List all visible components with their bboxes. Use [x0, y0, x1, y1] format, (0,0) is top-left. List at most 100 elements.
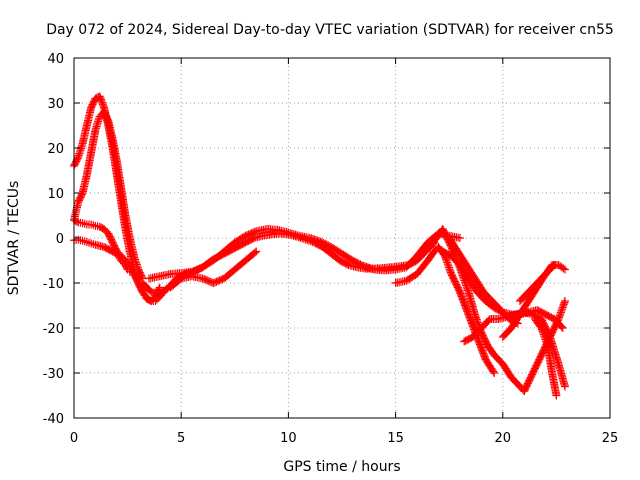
interpolated-point [488, 348, 497, 356]
interpolated-point [122, 264, 131, 272]
x-axis-label: GPS time / hours [283, 459, 400, 475]
interpolated-point [71, 216, 80, 225]
interpolated-point [238, 258, 247, 267]
interpolated-point [129, 250, 138, 259]
interpolated-point [76, 218, 85, 227]
interpolated-point [144, 295, 153, 304]
interpolated-point [469, 271, 478, 280]
x-tick-label: 25 [602, 431, 619, 446]
interpolated-point [547, 313, 556, 322]
interpolated-point [552, 389, 561, 398]
interpolated-point [465, 334, 474, 343]
interpolated-point [304, 233, 313, 242]
interpolated-point [356, 260, 365, 269]
y-tick-label: 40 [47, 52, 64, 67]
interpolated-point [535, 321, 544, 329]
interpolated-point [494, 303, 503, 312]
interpolated-point [454, 233, 463, 242]
interpolated-point [560, 298, 569, 307]
interpolated-point [249, 228, 258, 237]
x-tick-label: 5 [177, 431, 185, 446]
interpolated-point [483, 317, 492, 326]
interpolated-point [474, 326, 483, 335]
interpolated-point [161, 285, 170, 294]
interpolated-point [89, 221, 98, 230]
series-track-2 [70, 108, 147, 283]
interpolated-point [206, 258, 215, 267]
y-tick-label: -40 [43, 412, 64, 427]
interpolated-point [489, 367, 498, 376]
data-layer [70, 92, 569, 400]
y-tick-label: -30 [43, 367, 64, 382]
interpolated-point [217, 275, 226, 284]
interpolated-point [451, 244, 460, 253]
interpolated-point [504, 326, 513, 335]
interpolated-point [505, 370, 514, 379]
interpolated-point [115, 253, 124, 262]
interpolated-point [513, 379, 522, 388]
data-point [87, 239, 96, 248]
interpolated-point [477, 285, 486, 293]
interpolated-point [82, 123, 91, 132]
interpolated-point [428, 250, 437, 259]
interpolated-point [410, 254, 419, 263]
y-tick-label: 0 [56, 232, 64, 247]
series-track-8 [391, 243, 499, 377]
interpolated-point [89, 240, 98, 249]
x-tick-label: 10 [280, 431, 297, 446]
interpolated-point [195, 264, 204, 273]
interpolated-point [249, 249, 258, 258]
interpolated-point [553, 318, 562, 326]
interpolated-point [421, 259, 430, 268]
interpolated-point [145, 296, 154, 305]
interpolated-point [444, 250, 453, 259]
interpolated-point [538, 309, 547, 317]
interpolated-point [400, 277, 409, 286]
interpolated-point [559, 264, 568, 273]
interpolated-point [527, 372, 536, 380]
interpolated-point [93, 222, 102, 231]
interpolated-point [250, 227, 259, 236]
interpolated-point [549, 262, 558, 271]
x-tick-label: 0 [70, 431, 78, 446]
interpolated-point [539, 272, 548, 281]
interpolated-point [98, 100, 107, 109]
y-axis-label: SDTVAR / TECUs [6, 181, 22, 296]
interpolated-point [501, 313, 510, 322]
interpolated-point [228, 267, 237, 276]
data-point [82, 238, 91, 247]
interpolated-point [228, 240, 237, 249]
series-track-5 [138, 229, 439, 299]
x-tick-label: 15 [387, 431, 404, 446]
interpolated-point [547, 263, 556, 272]
interpolated-point [496, 357, 505, 366]
interpolated-point [101, 226, 110, 235]
interpolated-point [256, 232, 265, 241]
interpolated-point [430, 237, 439, 245]
interpolated-point [80, 237, 89, 246]
interpolated-point [97, 223, 106, 232]
y-tick-label: -10 [43, 277, 64, 292]
y-tick-label: 10 [47, 187, 64, 202]
interpolated-point [132, 276, 141, 284]
interpolated-point [293, 231, 302, 240]
series-track-1 [70, 92, 164, 305]
interpolated-point [238, 233, 247, 242]
series-track-7 [166, 247, 261, 292]
series-track-4 [70, 235, 134, 276]
interpolated-point [557, 263, 566, 272]
interpolated-point [102, 114, 111, 122]
y-tick-label: 20 [47, 142, 64, 157]
interpolated-point [80, 219, 89, 228]
interpolated-point [409, 271, 418, 280]
interpolated-point [73, 199, 82, 208]
interpolated-point [76, 236, 85, 245]
interpolated-point [368, 264, 377, 273]
interpolated-point [460, 258, 469, 266]
interpolated-point [485, 294, 494, 303]
interpolated-point [514, 313, 523, 322]
interpolated-point [174, 276, 183, 285]
interpolated-point [560, 380, 569, 389]
interpolated-point [482, 339, 491, 347]
